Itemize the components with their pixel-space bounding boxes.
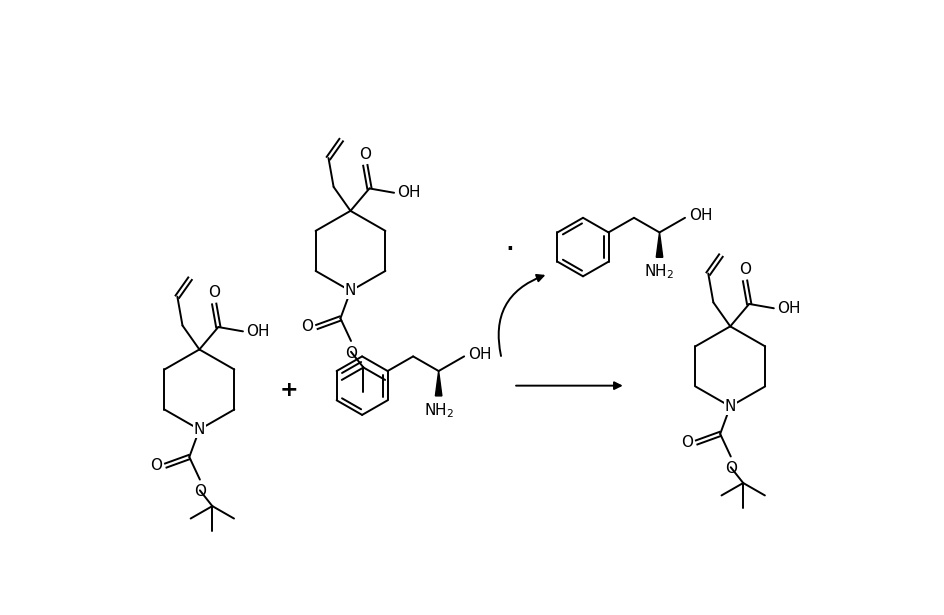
Text: NH$_2$: NH$_2$ <box>424 401 454 420</box>
Text: O: O <box>209 285 220 300</box>
Text: N: N <box>725 399 736 414</box>
Text: OH: OH <box>397 185 421 200</box>
Polygon shape <box>435 371 442 396</box>
Text: N: N <box>345 284 356 298</box>
Text: O: O <box>345 346 357 360</box>
Text: ·: · <box>504 234 514 268</box>
Text: OH: OH <box>468 347 492 362</box>
Text: O: O <box>725 461 736 476</box>
Text: O: O <box>681 435 693 450</box>
Text: O: O <box>739 262 751 277</box>
Text: O: O <box>360 146 371 162</box>
Text: O: O <box>150 458 162 473</box>
Text: O: O <box>301 319 313 335</box>
Polygon shape <box>656 232 663 257</box>
Text: NH$_2$: NH$_2$ <box>645 263 675 282</box>
Text: OH: OH <box>689 208 713 223</box>
Text: O: O <box>194 484 206 499</box>
Text: N: N <box>194 422 205 437</box>
Text: OH: OH <box>246 324 270 339</box>
Text: OH: OH <box>777 301 801 315</box>
Text: +: + <box>279 379 297 400</box>
